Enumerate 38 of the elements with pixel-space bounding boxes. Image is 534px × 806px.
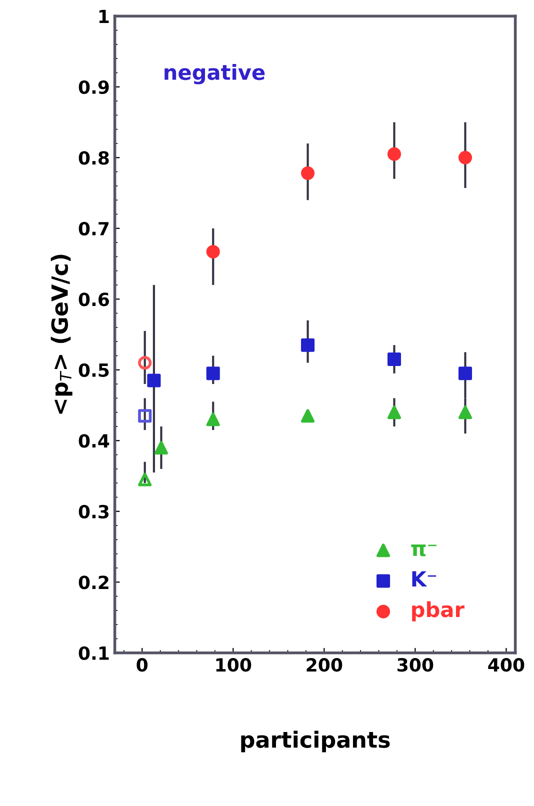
x-tick-label: 300 [398, 658, 434, 672]
point [206, 244, 220, 258]
y-tick-label: 0.6 [78, 292, 109, 306]
point [301, 166, 315, 180]
point [387, 352, 402, 366]
point [154, 440, 168, 454]
y-axis-title: <p$_{T}$> (GeV/c) [50, 254, 72, 414]
point [147, 374, 161, 388]
y-tick-label: 0.9 [78, 80, 109, 94]
y-tick-label: 0.5 [78, 363, 109, 377]
x-tick-label: 100 [216, 658, 252, 672]
x-tick-label: 200 [306, 658, 342, 672]
point [458, 366, 472, 380]
point [138, 356, 152, 370]
legend-label: K⁻ [412, 571, 436, 586]
x-tick-label: 400 [488, 658, 524, 672]
point [301, 338, 315, 352]
point [387, 406, 402, 420]
point [387, 147, 402, 161]
annotation: negative [164, 64, 265, 84]
y-tick-label: 0.4 [78, 434, 110, 448]
x-tick-label: 0 [136, 658, 148, 672]
point [138, 409, 152, 423]
y-tick-label: 0.7 [78, 222, 109, 236]
point [206, 366, 220, 380]
y-tick-label: 1 [99, 10, 109, 23]
point [206, 412, 220, 426]
point [458, 406, 472, 420]
point [458, 150, 472, 164]
legend-label: π⁻ [411, 544, 436, 556]
x-axis-title: participants [241, 730, 390, 752]
point [301, 409, 315, 423]
y-tick-label: 0.2 [78, 576, 108, 590]
legend-label: pbar [412, 601, 464, 622]
y-tick-label: 0.8 [78, 151, 109, 165]
point [138, 472, 152, 486]
y-tick-label: 0.1 [78, 646, 109, 660]
y-tick-label: 0.3 [78, 504, 109, 518]
